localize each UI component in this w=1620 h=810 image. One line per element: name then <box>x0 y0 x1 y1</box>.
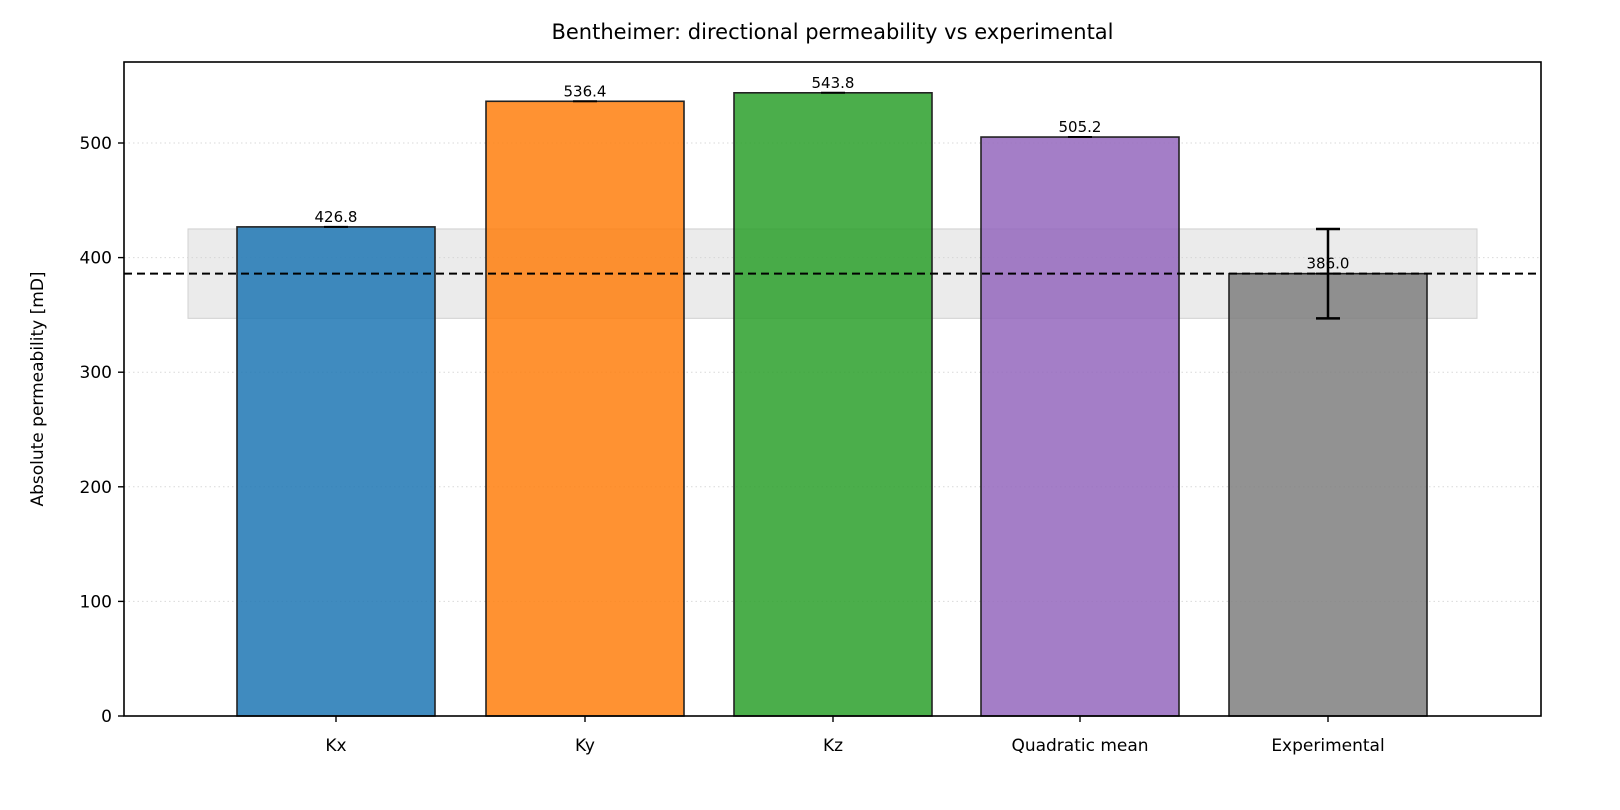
y-tick-label: 0 <box>101 707 112 727</box>
x-tick-label: Kx <box>325 736 346 756</box>
x-tick-label: Quadratic mean <box>1011 736 1148 756</box>
value-label: 543.8 <box>812 74 855 92</box>
y-tick-label: 400 <box>80 249 112 269</box>
bar-experimental <box>1228 272 1428 717</box>
value-label: 426.8 <box>315 208 358 226</box>
value-label: 505.2 <box>1059 118 1102 136</box>
chart-title: Bentheimer: directional permeability vs … <box>551 20 1114 44</box>
x-tick-label: Ky <box>575 736 595 756</box>
x-tick-label: Kz <box>823 736 843 756</box>
bar-kz <box>733 92 933 717</box>
bar-ky <box>485 100 685 717</box>
bar-quadratic-mean <box>980 136 1180 717</box>
x-tick-label: Experimental <box>1271 736 1384 756</box>
y-tick-label: 200 <box>80 478 112 498</box>
bar-kx <box>236 226 436 717</box>
y-tick-label: 300 <box>80 363 112 383</box>
value-label: 536.4 <box>564 82 607 100</box>
y-tick-label: 500 <box>80 134 112 154</box>
y-tick-label: 100 <box>80 592 112 612</box>
